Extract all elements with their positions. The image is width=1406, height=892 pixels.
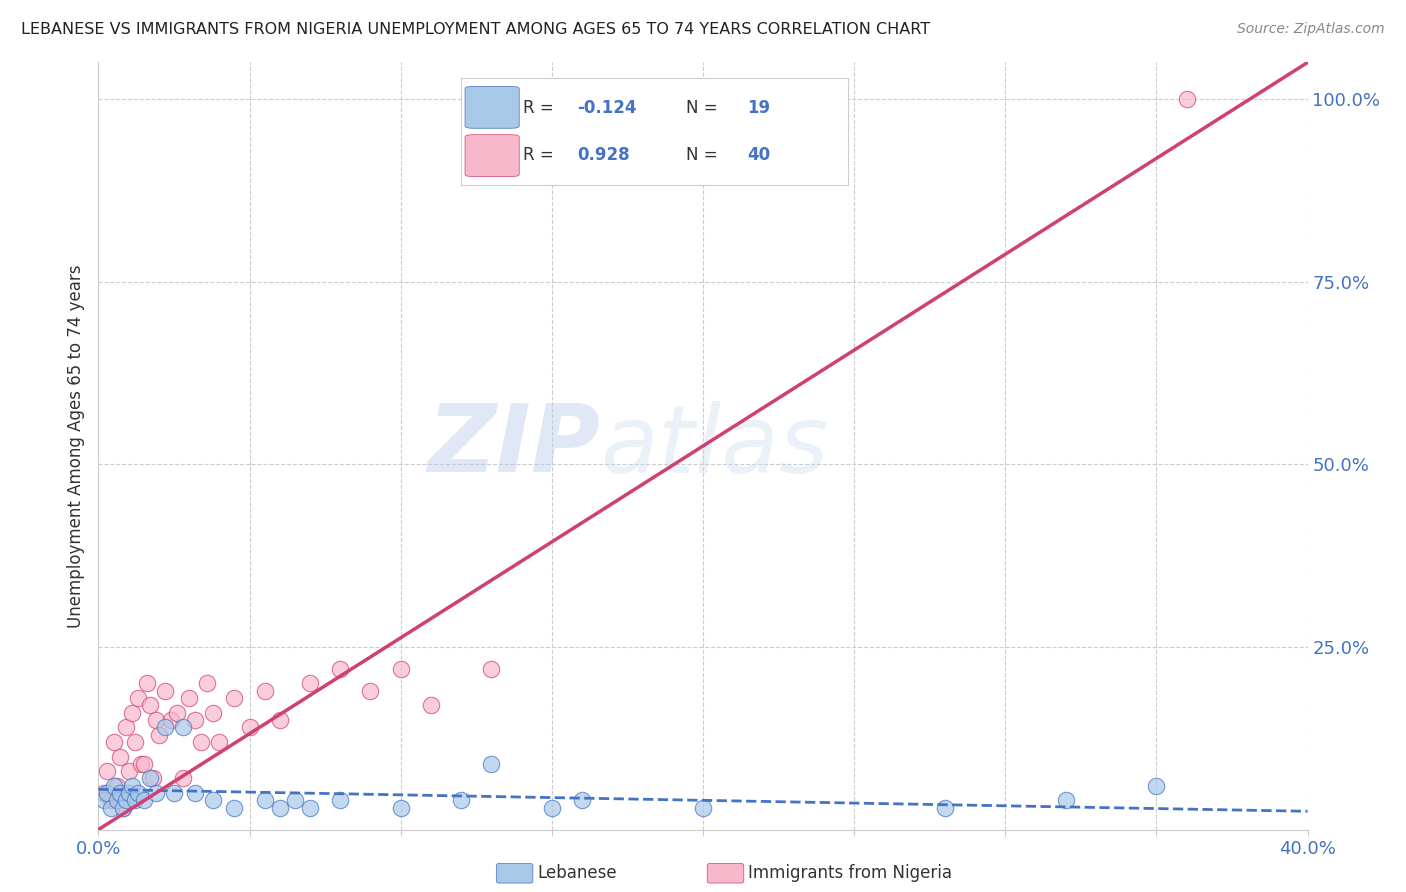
Text: Immigrants from Nigeria: Immigrants from Nigeria xyxy=(748,864,952,882)
Point xyxy=(108,749,131,764)
Point xyxy=(124,735,146,749)
Point xyxy=(114,720,136,734)
Point xyxy=(93,786,115,800)
Point xyxy=(1175,92,1198,106)
Point xyxy=(129,756,152,771)
Point xyxy=(224,800,246,814)
Point xyxy=(118,764,141,778)
Point xyxy=(253,683,276,698)
Point xyxy=(389,800,412,814)
Point xyxy=(202,793,225,807)
Point xyxy=(1054,793,1077,807)
Point xyxy=(103,779,125,793)
Point xyxy=(540,800,562,814)
Point xyxy=(202,706,225,720)
Point xyxy=(121,706,143,720)
Point xyxy=(934,800,956,814)
Point xyxy=(163,786,186,800)
Point xyxy=(108,786,131,800)
Point xyxy=(269,800,291,814)
Point xyxy=(127,691,149,706)
Text: ZIP: ZIP xyxy=(427,400,600,492)
Point xyxy=(208,735,231,749)
Point xyxy=(132,756,155,771)
Point xyxy=(118,786,141,800)
Point xyxy=(114,793,136,807)
Point xyxy=(121,779,143,793)
Point xyxy=(1144,779,1167,793)
Point xyxy=(93,793,115,807)
Point xyxy=(153,683,176,698)
Point xyxy=(184,713,207,727)
Point xyxy=(100,793,122,807)
Y-axis label: Unemployment Among Ages 65 to 74 years: Unemployment Among Ages 65 to 74 years xyxy=(66,264,84,628)
Point xyxy=(269,713,291,727)
Point xyxy=(127,786,149,800)
Point xyxy=(329,662,352,676)
Point xyxy=(148,728,170,742)
Point xyxy=(224,691,246,706)
Point xyxy=(145,786,167,800)
Point xyxy=(329,793,352,807)
Point xyxy=(142,772,165,786)
Point xyxy=(420,698,443,713)
Point xyxy=(299,676,322,690)
Point xyxy=(360,683,382,698)
Point xyxy=(139,772,162,786)
Point xyxy=(195,676,218,690)
Point xyxy=(239,720,262,734)
Point xyxy=(253,793,276,807)
Point xyxy=(172,772,194,786)
Point xyxy=(184,786,207,800)
Point xyxy=(111,800,134,814)
Point xyxy=(139,698,162,713)
Point xyxy=(105,793,128,807)
Point xyxy=(692,800,714,814)
Point xyxy=(481,756,503,771)
Point xyxy=(389,662,412,676)
Point xyxy=(105,779,128,793)
Point xyxy=(145,713,167,727)
Point xyxy=(132,793,155,807)
Point xyxy=(166,706,188,720)
Point xyxy=(124,793,146,807)
Point xyxy=(179,691,201,706)
Point xyxy=(160,713,183,727)
Text: Source: ZipAtlas.com: Source: ZipAtlas.com xyxy=(1237,22,1385,37)
Point xyxy=(172,720,194,734)
Point xyxy=(450,793,472,807)
Point xyxy=(190,735,212,749)
Point xyxy=(96,786,118,800)
Point xyxy=(111,800,134,814)
Text: LEBANESE VS IMMIGRANTS FROM NIGERIA UNEMPLOYMENT AMONG AGES 65 TO 74 YEARS CORRE: LEBANESE VS IMMIGRANTS FROM NIGERIA UNEM… xyxy=(21,22,931,37)
Point xyxy=(100,800,122,814)
Point xyxy=(103,735,125,749)
Point xyxy=(571,793,593,807)
Point xyxy=(96,764,118,778)
Text: Lebanese: Lebanese xyxy=(537,864,617,882)
Text: atlas: atlas xyxy=(600,401,828,491)
Point xyxy=(284,793,307,807)
Point xyxy=(299,800,322,814)
Point xyxy=(153,720,176,734)
Point xyxy=(481,662,503,676)
Point xyxy=(135,676,157,690)
